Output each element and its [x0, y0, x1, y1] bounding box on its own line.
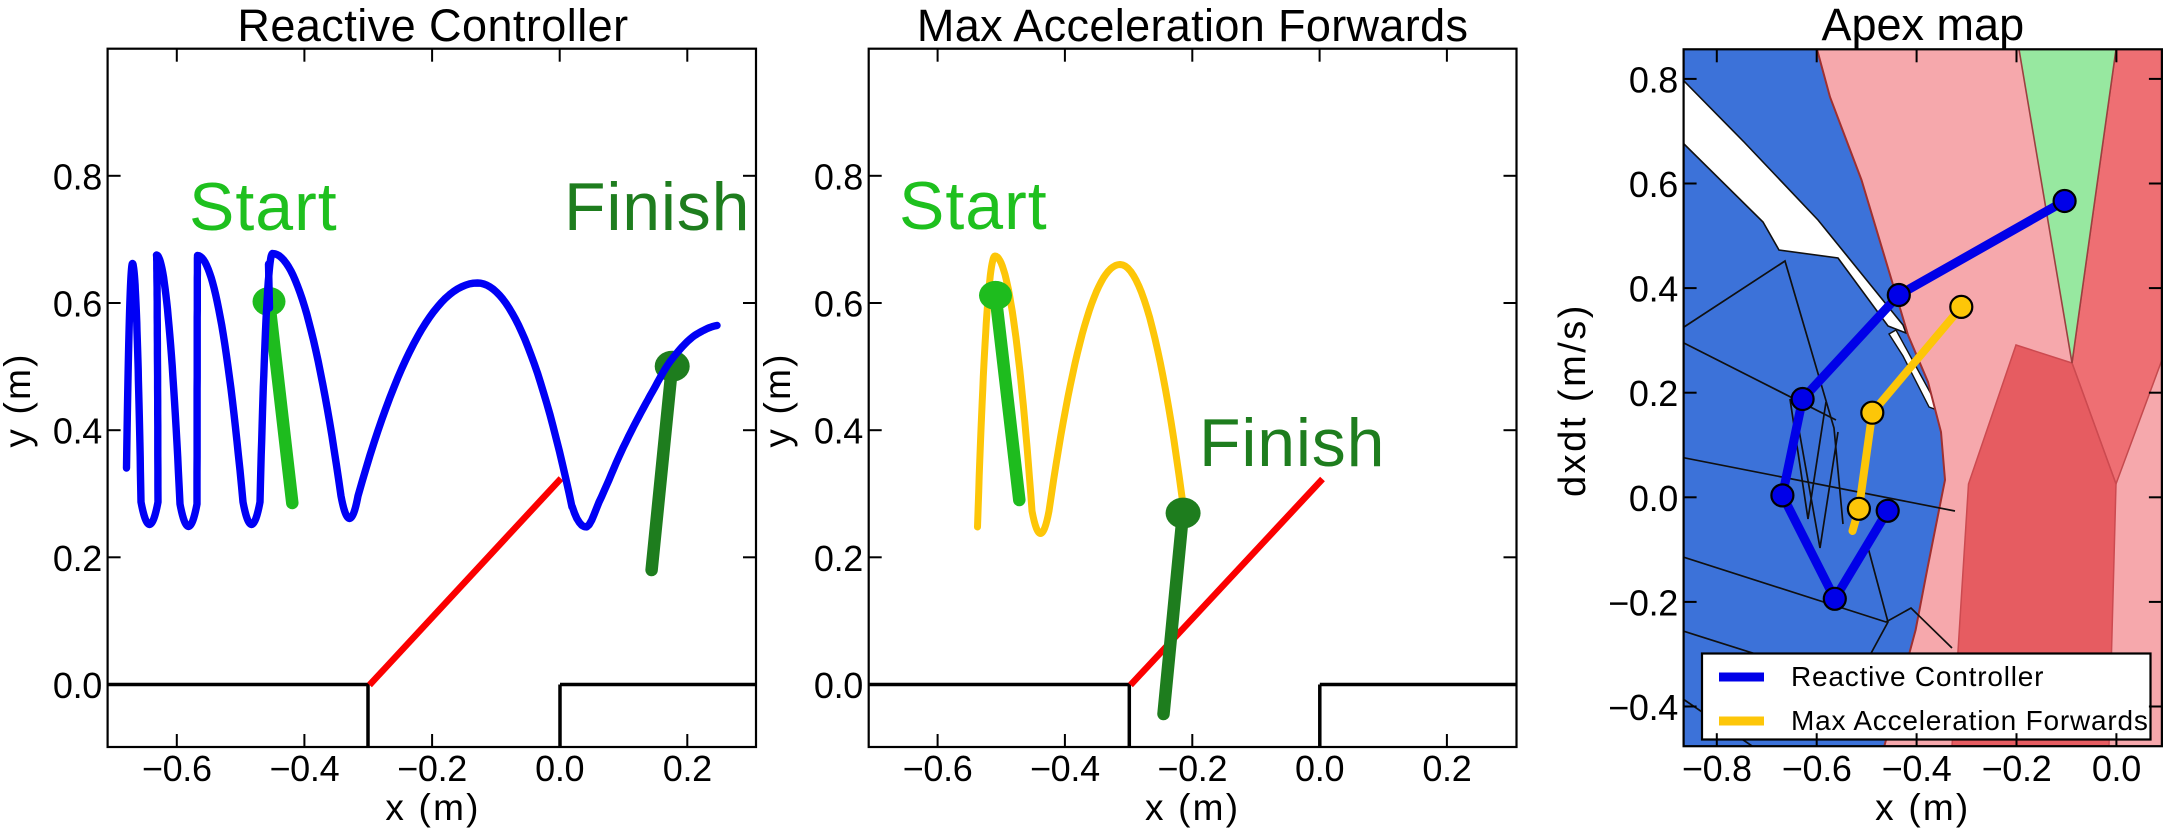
svg-text:x (m): x (m) [1145, 787, 1240, 828]
svg-text:0.2: 0.2 [1422, 748, 1471, 789]
svg-text:Finish: Finish [564, 169, 750, 245]
svg-text:0.8: 0.8 [1629, 59, 1678, 100]
svg-text:Finish: Finish [1199, 405, 1385, 481]
svg-text:Reactive Controller: Reactive Controller [1791, 661, 2044, 692]
svg-text:0.2: 0.2 [1629, 373, 1678, 414]
svg-text:0.2: 0.2 [814, 538, 863, 579]
svg-text:−0.6: −0.6 [142, 748, 212, 789]
svg-text:Start: Start [189, 169, 338, 245]
svg-text:−0.6: −0.6 [903, 748, 973, 789]
svg-text:0.8: 0.8 [814, 156, 863, 197]
svg-text:−0.6: −0.6 [1782, 748, 1852, 789]
svg-text:x (m): x (m) [385, 787, 480, 828]
svg-text:0.6: 0.6 [814, 284, 863, 325]
svg-text:Max Acceleration Forwards: Max Acceleration Forwards [917, 0, 1468, 51]
svg-text:−0.4: −0.4 [269, 748, 339, 789]
svg-text:−0.2: −0.2 [1982, 748, 2052, 789]
svg-text:0.8: 0.8 [53, 156, 102, 197]
svg-text:dxdt (m/s): dxdt (m/s) [1552, 303, 1594, 497]
svg-text:0.6: 0.6 [1629, 164, 1678, 205]
svg-text:x (m): x (m) [1875, 787, 1970, 828]
svg-text:−0.2: −0.2 [397, 748, 467, 789]
svg-text:−0.8: −0.8 [1682, 748, 1752, 789]
svg-text:0.4: 0.4 [53, 411, 102, 452]
svg-text:y (m): y (m) [757, 352, 798, 447]
svg-text:0.2: 0.2 [663, 748, 712, 789]
svg-text:0.4: 0.4 [814, 411, 863, 452]
svg-text:0.0: 0.0 [814, 665, 863, 706]
svg-text:−0.4: −0.4 [1882, 748, 1952, 789]
svg-text:−0.2: −0.2 [1608, 582, 1678, 623]
svg-text:0.0: 0.0 [2092, 748, 2141, 789]
svg-text:Reactive Controller: Reactive Controller [237, 0, 628, 51]
svg-text:−0.4: −0.4 [1030, 748, 1100, 789]
svg-text:0.2: 0.2 [53, 538, 102, 579]
svg-text:0.0: 0.0 [1629, 478, 1678, 519]
svg-text:−0.4: −0.4 [1608, 687, 1678, 728]
svg-text:y (m): y (m) [0, 352, 38, 447]
svg-text:0.0: 0.0 [53, 665, 102, 706]
svg-text:0.0: 0.0 [1295, 748, 1344, 789]
svg-text:0.6: 0.6 [53, 284, 102, 325]
svg-text:0.4: 0.4 [1629, 269, 1678, 310]
svg-text:Apex map: Apex map [1821, 0, 2024, 50]
svg-text:Max Acceleration Forwards: Max Acceleration Forwards [1791, 705, 2149, 736]
svg-text:0.0: 0.0 [535, 748, 584, 789]
svg-text:−0.2: −0.2 [1157, 748, 1227, 789]
svg-text:Start: Start [899, 168, 1048, 244]
